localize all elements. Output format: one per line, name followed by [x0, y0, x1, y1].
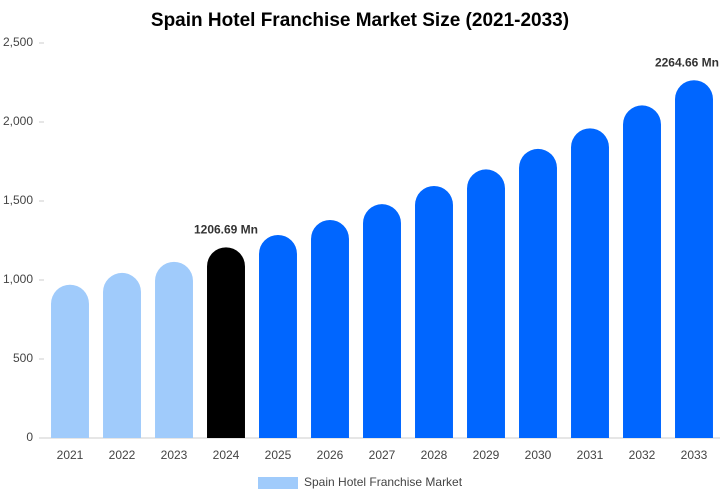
bar — [415, 185, 453, 438]
x-tick-label: 2023 — [161, 448, 188, 462]
bar — [467, 169, 505, 438]
x-tick-label: 2025 — [265, 448, 292, 462]
y-tick-label: 1,000 — [3, 272, 33, 286]
bar — [259, 234, 297, 438]
y-tick-label: 500 — [13, 351, 33, 365]
y-tick-label: 1,500 — [3, 193, 33, 207]
y-tick-label: 2,500 — [3, 35, 33, 49]
x-tick-label: 2033 — [681, 448, 708, 462]
x-tick-label: 2031 — [577, 448, 604, 462]
x-tick-label: 2032 — [629, 448, 656, 462]
x-tick-label: 2024 — [213, 448, 240, 462]
y-tick-label: 0 — [26, 430, 33, 444]
bar — [675, 80, 713, 438]
bar — [519, 148, 557, 438]
bar — [311, 219, 349, 438]
value-label: 2264.66 Mn — [655, 55, 719, 69]
chart-title: Spain Hotel Franchise Market Size (2021-… — [151, 10, 569, 31]
y-tick-label: 2,000 — [3, 114, 33, 128]
x-tick-label: 2030 — [525, 448, 552, 462]
bar — [207, 247, 245, 438]
bar — [155, 261, 193, 438]
x-tick-label: 2029 — [473, 448, 500, 462]
bar — [51, 284, 89, 438]
bar — [571, 128, 609, 438]
legend-swatch — [258, 477, 298, 489]
x-tick-label: 2027 — [369, 448, 396, 462]
bar — [363, 204, 401, 438]
x-tick-label: 2021 — [57, 448, 84, 462]
x-tick-label: 2022 — [109, 448, 136, 462]
legend-label: Spain Hotel Franchise Market — [304, 475, 463, 489]
bar — [103, 272, 141, 438]
bar — [623, 105, 661, 438]
x-tick-label: 2026 — [317, 448, 344, 462]
x-tick-label: 2028 — [421, 448, 448, 462]
value-label: 1206.69 Mn — [194, 223, 258, 237]
